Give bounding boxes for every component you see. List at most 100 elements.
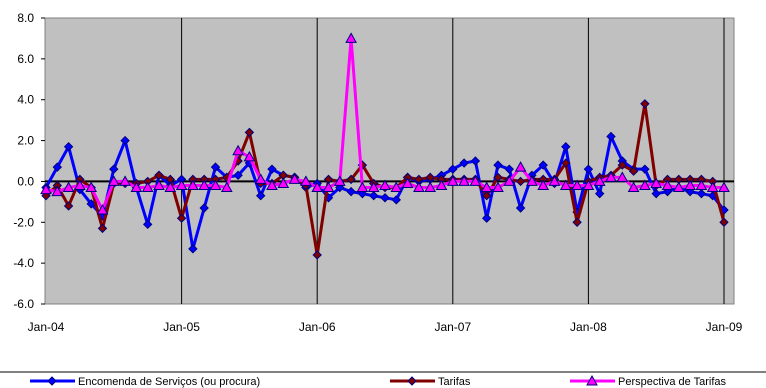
y-tick-label: -6.0 bbox=[13, 297, 34, 311]
data-point bbox=[425, 172, 435, 183]
data-point bbox=[559, 179, 572, 191]
data-point bbox=[459, 158, 469, 168]
y-tick-label: 6.0 bbox=[17, 52, 34, 66]
series-2 bbox=[40, 32, 730, 215]
data-point bbox=[492, 181, 504, 193]
legend-label: Perspectiva de Tarifas bbox=[618, 376, 727, 388]
data-point bbox=[470, 156, 481, 166]
data-point bbox=[153, 179, 165, 191]
data-point bbox=[696, 188, 707, 199]
data-point bbox=[322, 181, 335, 193]
data-point bbox=[458, 175, 470, 186]
data-point bbox=[175, 179, 188, 191]
data-point bbox=[109, 164, 119, 174]
data-point bbox=[254, 173, 267, 184]
data-point bbox=[672, 181, 685, 193]
legend-item: Perspectiva de Tarifas bbox=[570, 374, 727, 388]
data-point bbox=[367, 181, 380, 193]
data-point bbox=[548, 175, 561, 186]
data-point bbox=[220, 181, 233, 193]
data-point bbox=[380, 193, 390, 203]
y-tick-label: 4.0 bbox=[17, 93, 34, 107]
data-point bbox=[651, 188, 661, 199]
legend-label: Tarifas bbox=[438, 376, 471, 388]
legend-swatch-marker bbox=[407, 376, 417, 386]
data-point bbox=[446, 175, 459, 186]
data-point bbox=[255, 191, 266, 201]
data-point bbox=[244, 127, 255, 138]
data-point bbox=[232, 144, 244, 156]
data-point bbox=[582, 179, 595, 191]
data-point bbox=[424, 181, 437, 193]
data-point bbox=[142, 219, 153, 230]
data-point bbox=[198, 179, 211, 191]
data-point bbox=[572, 217, 582, 227]
data-point bbox=[85, 181, 98, 193]
x-tick-label: Jan-06 bbox=[299, 320, 336, 334]
data-point bbox=[561, 158, 571, 168]
legend-label: Encomenda de Serviços (ou procura) bbox=[78, 376, 260, 388]
data-point bbox=[164, 181, 177, 193]
data-point bbox=[583, 164, 594, 174]
legend: Encomenda de Serviços (ou procura) Tarifa… bbox=[30, 374, 727, 388]
data-point bbox=[481, 191, 492, 201]
data-point bbox=[640, 99, 650, 109]
data-point bbox=[538, 160, 548, 170]
x-tick-label: Jan-09 bbox=[706, 320, 743, 334]
data-point bbox=[390, 181, 403, 193]
y-axis: 8.0 6.0 4.0 2.0 0.0 -2.0 -4.0 -6.0 bbox=[13, 11, 45, 311]
legend-swatch-marker bbox=[586, 374, 598, 386]
y-tick-label: 8.0 bbox=[17, 11, 34, 25]
x-tick-label: Jan-08 bbox=[570, 320, 607, 334]
data-point bbox=[311, 181, 324, 193]
x-tick-label: Jan-07 bbox=[434, 320, 471, 334]
data-point bbox=[561, 141, 571, 152]
data-point bbox=[413, 181, 425, 193]
data-point bbox=[504, 164, 515, 174]
data-point bbox=[62, 181, 75, 193]
data-point bbox=[379, 179, 391, 191]
data-point bbox=[695, 179, 708, 191]
data-point bbox=[515, 203, 526, 213]
data-point bbox=[345, 32, 357, 43]
data-point bbox=[480, 181, 493, 193]
data-point bbox=[288, 173, 301, 184]
data-point bbox=[141, 181, 154, 193]
data-point bbox=[51, 185, 64, 197]
data-point bbox=[300, 175, 312, 186]
data-point bbox=[368, 191, 379, 201]
data-point bbox=[52, 162, 63, 172]
y-tick-label: -2.0 bbox=[13, 215, 34, 229]
data-point bbox=[40, 183, 52, 195]
data-point bbox=[188, 244, 198, 254]
data-point bbox=[119, 175, 131, 186]
data-point bbox=[526, 175, 538, 186]
data-point bbox=[719, 217, 729, 227]
data-point bbox=[346, 186, 356, 197]
data-point bbox=[63, 141, 74, 152]
data-point bbox=[616, 171, 629, 182]
data-point bbox=[706, 181, 719, 193]
data-point bbox=[503, 175, 516, 186]
data-point bbox=[537, 179, 550, 191]
data-point bbox=[493, 172, 503, 183]
data-point bbox=[243, 150, 256, 162]
data-point bbox=[120, 135, 130, 146]
data-point bbox=[627, 181, 640, 193]
data-point bbox=[571, 179, 583, 191]
data-point bbox=[684, 179, 696, 191]
data-point bbox=[63, 201, 74, 211]
data-point bbox=[493, 160, 503, 170]
data-point bbox=[650, 177, 663, 188]
series-group bbox=[40, 32, 730, 260]
data-point bbox=[312, 250, 322, 260]
x-axis: Jan-04 Jan-05 Jan-06 Jan-07 Jan-08 Jan-09 bbox=[28, 320, 743, 334]
data-point bbox=[356, 181, 369, 193]
data-point bbox=[435, 179, 448, 191]
data-point bbox=[469, 175, 482, 186]
data-point bbox=[154, 170, 164, 181]
plot-area bbox=[44, 17, 735, 305]
y-tick-label: -4.0 bbox=[13, 256, 34, 270]
data-point bbox=[605, 171, 617, 182]
y-tick-label: 2.0 bbox=[17, 134, 34, 148]
